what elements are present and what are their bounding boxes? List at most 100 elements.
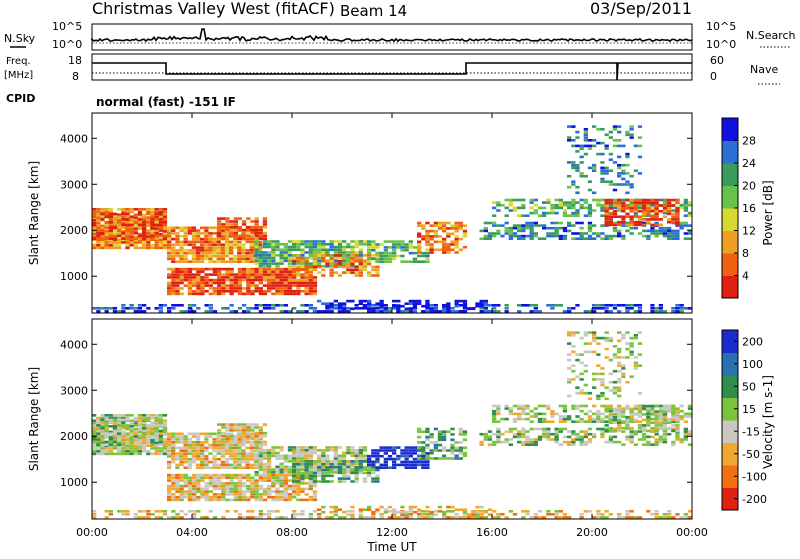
heatmap-cell — [583, 201, 588, 204]
heatmap-cell — [625, 310, 630, 313]
colorbar-tick-label: 200 — [742, 335, 763, 348]
heatmap-cell — [158, 447, 163, 450]
heatmap-cell — [412, 251, 418, 255]
heatmap-cell — [183, 495, 188, 499]
heatmap-cell — [258, 457, 263, 460]
heatmap-cell — [154, 510, 159, 513]
heatmap-cell — [421, 457, 426, 460]
heatmap-cell — [658, 223, 663, 227]
heatmap-cell — [129, 452, 134, 456]
heatmap-cell — [358, 463, 363, 466]
heatmap-cell — [371, 310, 376, 313]
heatmap-cell — [187, 226, 192, 230]
heatmap-cell — [146, 444, 151, 447]
heatmap-cell — [237, 251, 242, 255]
heatmap-cell — [442, 310, 447, 313]
heatmap-cell — [96, 229, 101, 232]
heatmap-cell — [504, 229, 509, 233]
heatmap-cell — [471, 516, 476, 519]
heatmap-cell — [183, 254, 188, 258]
heatmap-cell — [254, 220, 259, 223]
heatmap-cell — [125, 220, 130, 224]
heatmap-cell — [333, 510, 338, 513]
heatmap-cell — [546, 438, 551, 441]
heatmap-cell — [596, 397, 601, 401]
heatmap-cell — [658, 424, 663, 427]
heatmap-cell — [354, 465, 359, 469]
heatmap-cell — [229, 482, 234, 485]
heatmap-cell — [300, 477, 305, 480]
heatmap-cell — [312, 495, 318, 499]
heatmap-cell — [275, 273, 280, 276]
heatmap-cell — [158, 229, 163, 232]
heatmap-cell — [662, 424, 668, 427]
heatmap-cell — [637, 307, 643, 310]
heatmap-cell — [579, 420, 584, 423]
heatmap-cell — [662, 201, 668, 204]
heatmap-cell — [617, 356, 622, 359]
heatmap-cell — [558, 221, 563, 225]
heatmap-cell — [329, 471, 334, 474]
heatmap-cell — [492, 201, 497, 204]
heatmap-cell — [129, 436, 134, 439]
heatmap-cell — [421, 441, 426, 444]
heatmap-cell — [121, 221, 126, 225]
heatmap-cell — [104, 243, 109, 247]
heatmap-cell — [400, 460, 405, 464]
heatmap-cell — [154, 237, 159, 240]
heatmap-cell — [642, 214, 647, 217]
heatmap-cell — [233, 440, 238, 444]
heatmap-cell — [437, 510, 443, 513]
heatmap-cell — [125, 234, 130, 238]
heatmap-cell — [237, 460, 242, 464]
heatmap-cell — [617, 407, 622, 411]
heatmap-cell — [237, 463, 242, 467]
heatmap-cell — [554, 229, 559, 233]
heatmap-cell — [662, 232, 668, 235]
heatmap-cell — [450, 427, 455, 431]
heatmap-cell — [504, 407, 509, 410]
heatmap-cell — [220, 443, 225, 447]
heatmap-cell — [425, 310, 430, 313]
heatmap-cell — [533, 407, 538, 410]
heatmap-cell — [383, 260, 388, 263]
heatmap-cell — [608, 215, 613, 218]
heatmap-cell — [333, 508, 338, 511]
heatmap-cell — [667, 421, 672, 424]
heatmap-cell — [617, 350, 622, 354]
heatmap-cell — [596, 427, 601, 431]
heatmap-cell — [262, 256, 268, 260]
heatmap-cell — [571, 432, 576, 436]
heatmap-cell — [154, 419, 159, 423]
heatmap-cell — [296, 278, 301, 282]
heatmap-cell — [537, 214, 543, 217]
heatmap-cell — [425, 505, 430, 509]
cpid-text: normal (fast) -151 IF — [96, 95, 236, 109]
heatmap-cell — [679, 307, 684, 310]
heatmap-cell — [104, 210, 109, 214]
heatmap-cell — [342, 240, 347, 243]
heatmap-cell — [600, 394, 605, 398]
heatmap-cell — [192, 482, 197, 485]
heatmap-cell — [117, 510, 122, 513]
heatmap-cell — [175, 455, 180, 458]
heatmap-cell — [654, 232, 659, 235]
heatmap-cell — [337, 248, 343, 252]
heatmap-cell — [312, 284, 318, 287]
heatmap-cell — [562, 226, 568, 230]
heatmap-cell — [271, 251, 276, 254]
heatmap-cell — [267, 457, 272, 460]
heatmap-cell — [121, 210, 126, 214]
heatmap-cell — [383, 248, 388, 252]
heatmap-cell — [492, 221, 497, 225]
heatmap-cell — [150, 414, 155, 417]
heatmap-cell — [117, 421, 122, 424]
heatmap-cell — [321, 460, 326, 463]
heatmap-cell — [267, 479, 272, 482]
heatmap-cell — [229, 240, 234, 244]
heatmap-cell — [175, 267, 180, 271]
heatmap-cell — [596, 420, 601, 423]
heatmap-cell — [117, 447, 122, 450]
heatmap-cell — [617, 415, 622, 418]
heatmap-cell — [617, 331, 622, 334]
